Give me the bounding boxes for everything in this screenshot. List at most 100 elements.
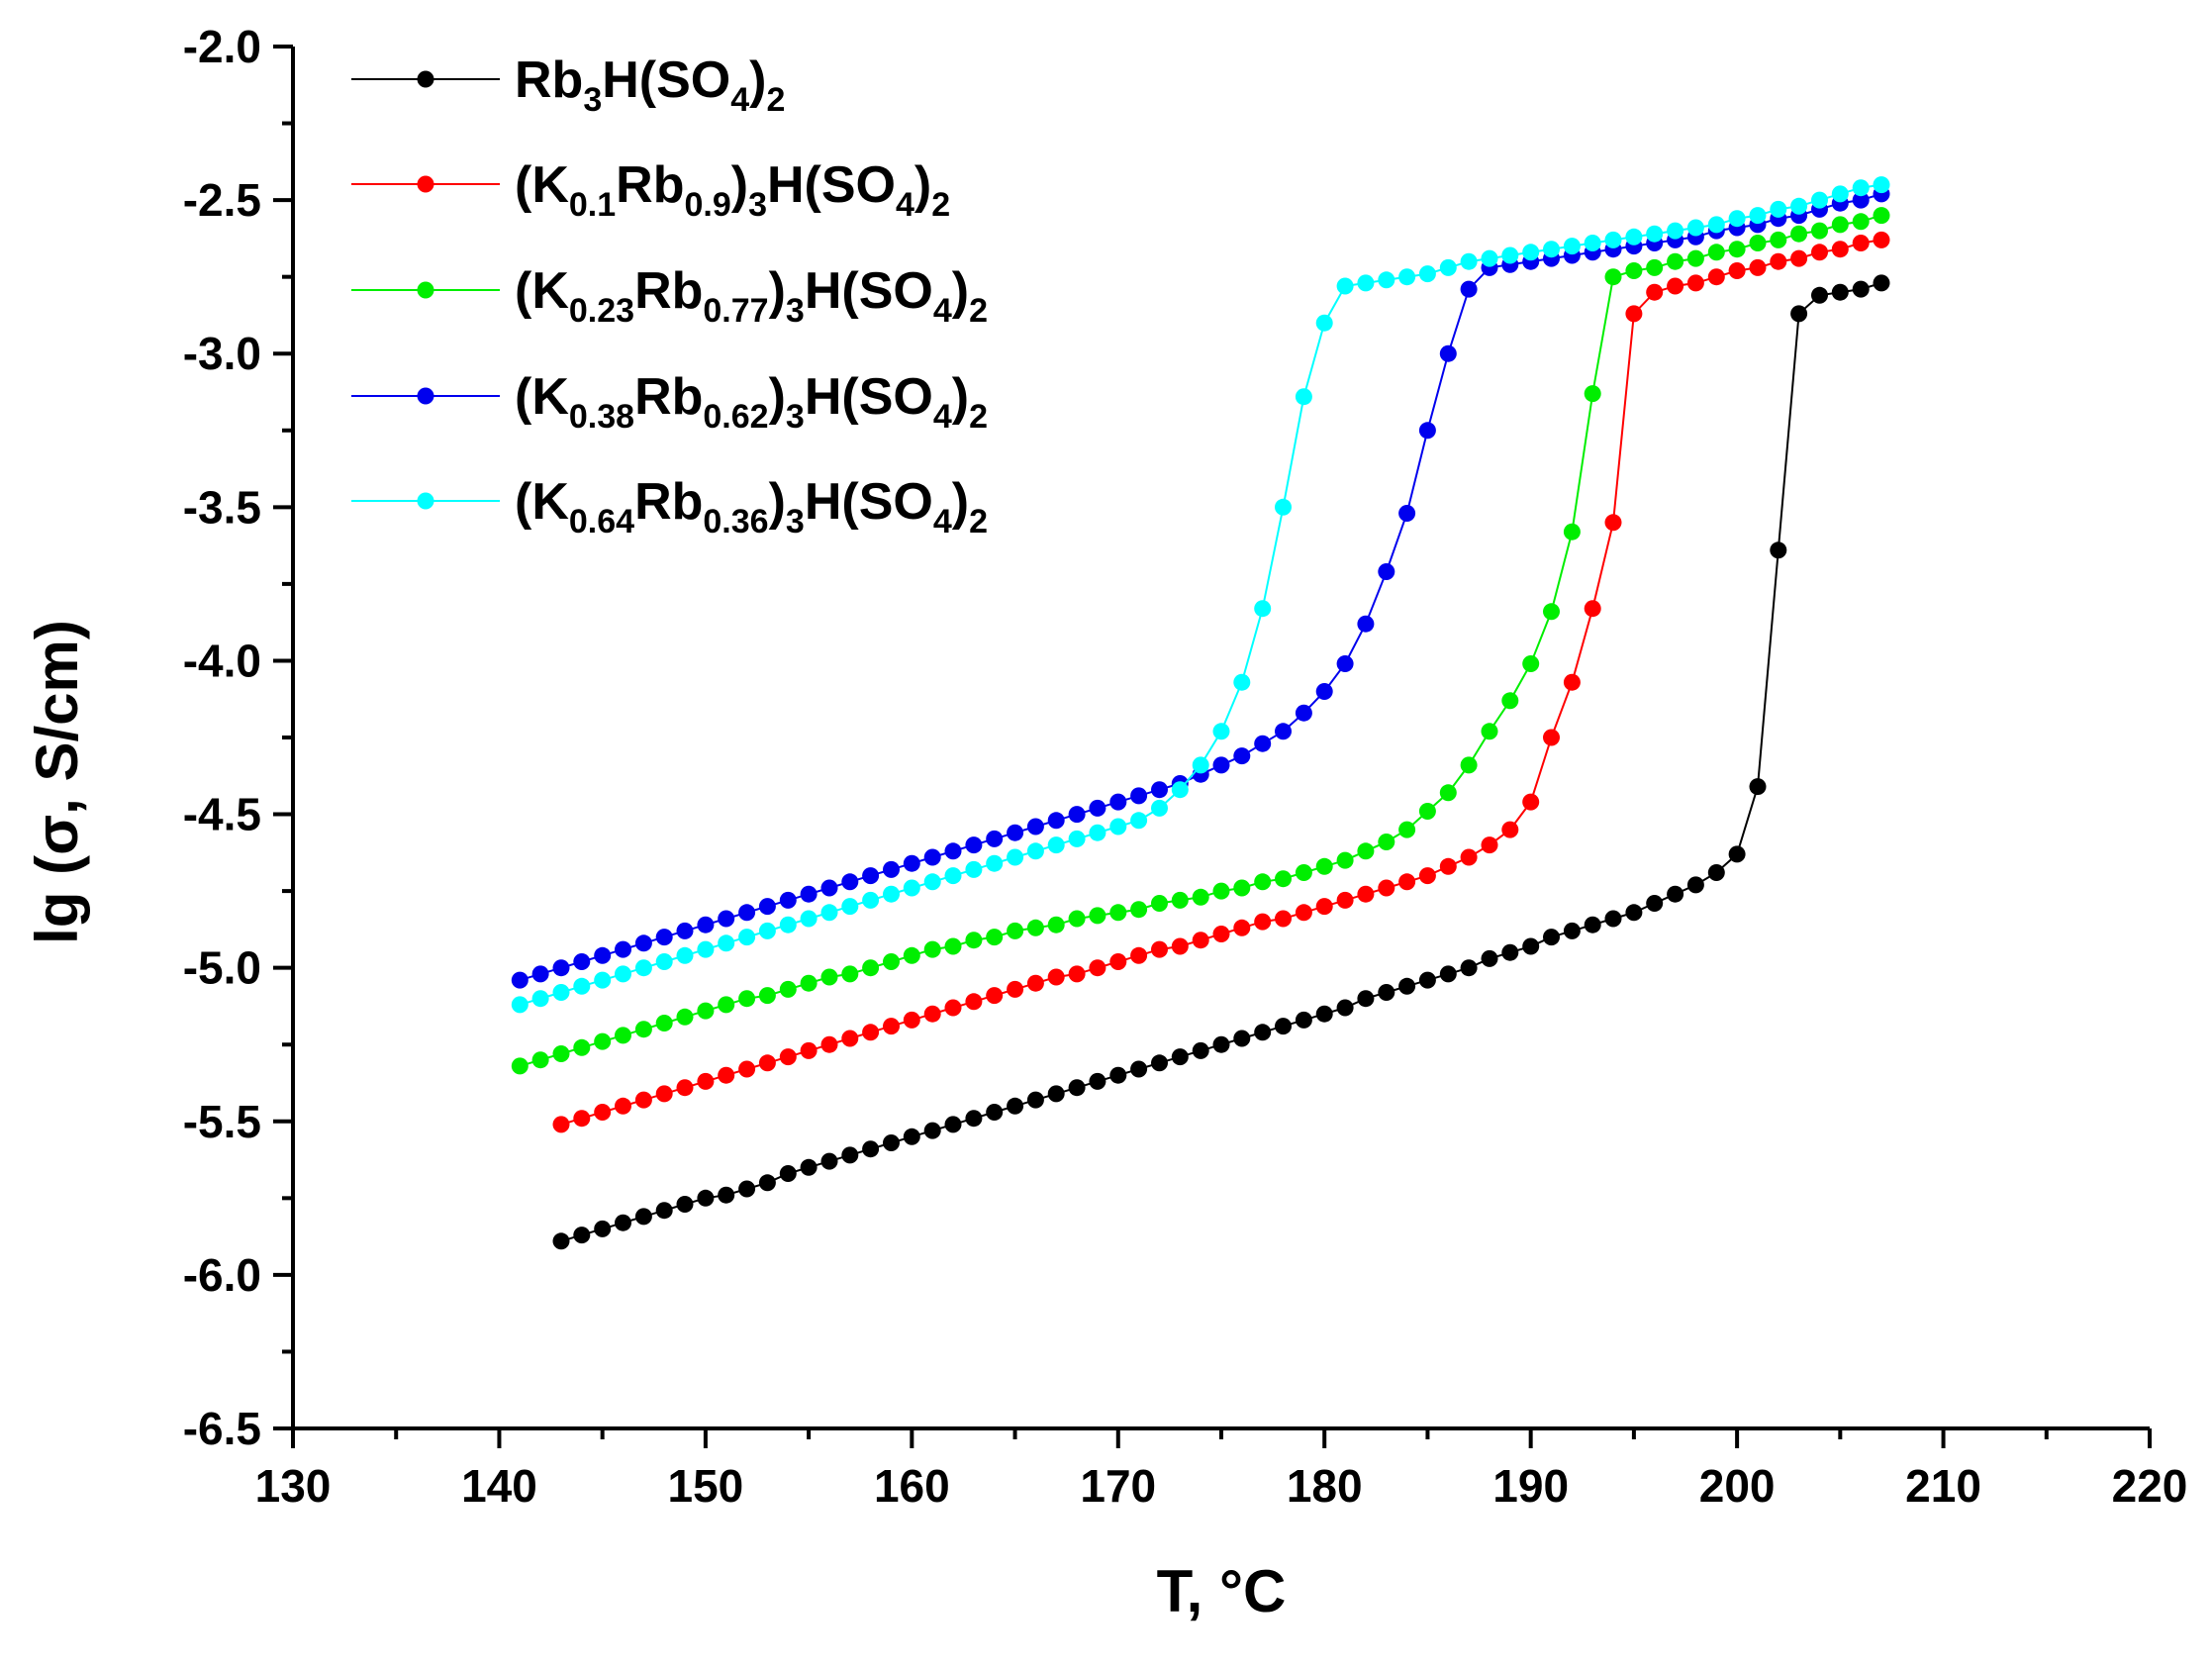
data-point <box>1790 305 1808 323</box>
data-point <box>1418 867 1436 885</box>
data-point <box>841 965 859 983</box>
data-point <box>1233 1030 1251 1047</box>
legend-label: Rb3H(SO4)2 <box>515 51 785 119</box>
y-axis-title: lg (σ, S/cm) <box>24 620 90 944</box>
data-point <box>883 1134 900 1151</box>
legend-marker <box>417 281 434 299</box>
data-point <box>634 934 652 952</box>
data-point <box>1130 901 1148 919</box>
x-tick-label: 190 <box>1492 1460 1569 1512</box>
data-point <box>676 1196 694 1213</box>
data-point <box>1275 723 1292 740</box>
data-point <box>1212 1035 1230 1053</box>
data-point <box>800 885 817 903</box>
data-point <box>1295 1011 1312 1029</box>
data-point <box>1543 729 1560 746</box>
data-point <box>1089 959 1106 977</box>
data-point <box>1439 258 1457 276</box>
data-point <box>944 999 962 1017</box>
data-point <box>718 996 735 1014</box>
data-point <box>697 940 715 958</box>
data-point <box>1686 876 1704 894</box>
data-point <box>697 1002 715 1020</box>
data-point <box>655 1085 673 1103</box>
data-point <box>758 1054 776 1072</box>
data-point <box>1604 268 1622 286</box>
data-point <box>676 1008 694 1026</box>
data-point <box>862 891 880 909</box>
data-point <box>1212 723 1230 740</box>
data-point <box>986 854 1004 872</box>
y-tick-label: -4.5 <box>183 789 261 840</box>
data-point <box>1728 210 1746 228</box>
data-point <box>1026 974 1044 992</box>
data-point <box>1130 1060 1148 1078</box>
data-point <box>1811 286 1828 304</box>
x-tick-label: 210 <box>1905 1460 1981 1512</box>
data-point <box>986 929 1004 946</box>
data-point <box>1295 388 1312 406</box>
data-point <box>1460 280 1478 298</box>
data-point <box>779 980 797 998</box>
legend-label: (K0.64Rb0.36)3H(SO4)2 <box>515 473 988 540</box>
x-tick-label: 220 <box>2112 1460 2188 1512</box>
data-point <box>1233 919 1251 936</box>
data-point <box>1151 895 1168 912</box>
data-point <box>697 1189 715 1207</box>
data-point <box>841 873 859 891</box>
data-point <box>1007 980 1024 998</box>
data-point <box>1481 249 1498 267</box>
data-point <box>986 1104 1004 1121</box>
data-point <box>1584 916 1601 933</box>
data-point <box>1831 283 1849 301</box>
data-point <box>1811 222 1828 240</box>
data-point <box>1357 615 1375 633</box>
data-point <box>1460 848 1478 866</box>
data-point <box>511 996 529 1014</box>
data-point <box>1543 929 1560 946</box>
data-point <box>1749 258 1767 276</box>
data-point <box>1749 207 1767 225</box>
data-point <box>676 1079 694 1097</box>
data-point <box>1254 873 1272 891</box>
data-point <box>883 885 900 903</box>
data-point <box>1584 235 1601 251</box>
data-point <box>573 1038 591 1056</box>
data-point <box>1068 965 1086 983</box>
data-point <box>862 867 880 885</box>
data-point <box>655 1202 673 1220</box>
series-5 <box>511 176 1890 1014</box>
data-point <box>1522 655 1540 672</box>
data-point <box>944 1116 962 1133</box>
data-point <box>1543 241 1560 258</box>
series-3 <box>511 207 1890 1075</box>
data-point <box>944 842 962 860</box>
data-point <box>573 977 591 995</box>
data-point <box>779 1165 797 1182</box>
x-tick-label: 150 <box>668 1460 744 1512</box>
x-tick-label: 130 <box>255 1460 332 1512</box>
data-point <box>862 959 880 977</box>
data-point <box>1192 932 1209 949</box>
data-point <box>1418 265 1436 283</box>
data-point <box>1109 793 1127 811</box>
data-point <box>634 1208 652 1226</box>
data-point <box>1109 1066 1127 1084</box>
legend-item-1: Rb3H(SO4)2 <box>351 51 785 119</box>
data-point <box>1439 857 1457 875</box>
data-point <box>615 1027 631 1044</box>
data-point <box>615 965 631 983</box>
data-point <box>986 987 1004 1005</box>
data-point <box>1646 258 1664 276</box>
data-point <box>1584 600 1601 618</box>
data-point <box>841 1146 859 1164</box>
data-point <box>1439 344 1457 362</box>
data-point <box>552 1045 570 1062</box>
data-point <box>676 922 694 939</box>
data-point <box>1089 799 1106 817</box>
data-point <box>1852 235 1870 251</box>
data-point <box>1749 778 1767 796</box>
legend-item-2: (K0.1Rb0.9)3H(SO4)2 <box>351 156 950 224</box>
data-point <box>1831 216 1849 234</box>
